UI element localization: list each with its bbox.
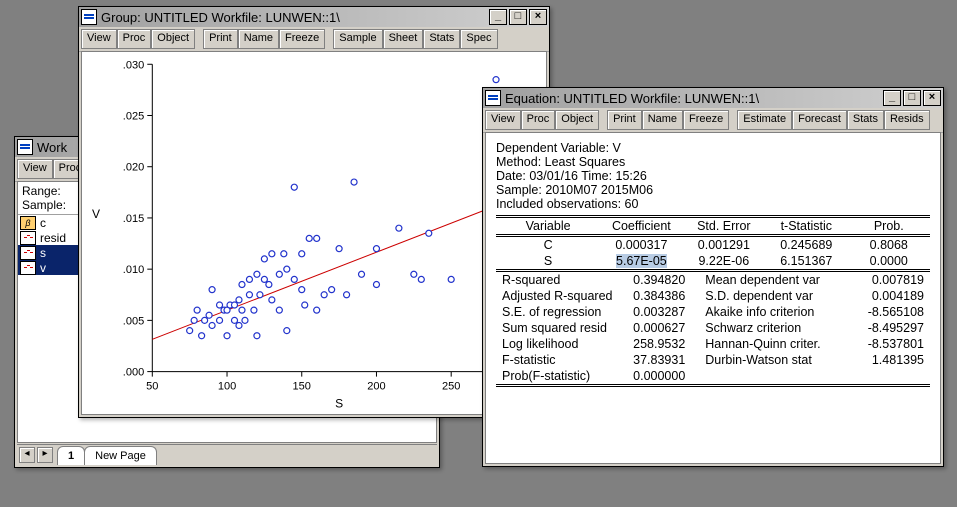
app-icon xyxy=(17,139,33,155)
svg-text:50: 50 xyxy=(146,381,158,393)
print-button[interactable]: Print xyxy=(203,29,238,49)
object-button[interactable]: Object xyxy=(555,110,599,130)
equation-output: Dependent Variable: VMethod: Least Squar… xyxy=(486,133,940,395)
proc-button[interactable]: Proc xyxy=(117,29,152,49)
equation-title: Equation: UNTITLED Workfile: LUNWEN::1\ xyxy=(505,91,883,106)
spec-button[interactable]: Spec xyxy=(460,29,497,49)
svg-text:.025: .025 xyxy=(123,111,144,123)
workfile-tabs: ◂ ▸ 1New Page xyxy=(17,444,437,465)
svg-text:.010: .010 xyxy=(123,264,144,276)
app-icon xyxy=(81,9,97,25)
equation-window: Equation: UNTITLED Workfile: LUNWEN::1\ … xyxy=(482,87,944,467)
group-scatter-window: Group: UNTITLED Workfile: LUNWEN::1\ _ □… xyxy=(78,6,550,418)
close-button[interactable]: × xyxy=(529,9,547,25)
freeze-button[interactable]: Freeze xyxy=(683,110,729,130)
tab-next-button[interactable]: ▸ xyxy=(37,447,53,463)
sheet-button[interactable]: Sheet xyxy=(383,29,424,49)
equation-titlebar[interactable]: Equation: UNTITLED Workfile: LUNWEN::1\ … xyxy=(483,88,943,108)
proc-button[interactable]: Proc xyxy=(521,110,556,130)
forecast-button[interactable]: Forecast xyxy=(792,110,847,130)
estimate-button[interactable]: Estimate xyxy=(737,110,792,130)
svg-text:.005: .005 xyxy=(123,315,144,327)
equation-toolbar: ViewProcObject PrintNameFreeze EstimateFor… xyxy=(483,108,943,133)
object-button[interactable]: Object xyxy=(151,29,195,49)
svg-text:V: V xyxy=(92,207,100,221)
resids-button[interactable]: Resids xyxy=(884,110,930,130)
svg-text:100: 100 xyxy=(218,381,236,393)
svg-text:250: 250 xyxy=(442,381,460,393)
view-button[interactable]: View xyxy=(17,159,53,179)
view-button[interactable]: View xyxy=(485,110,521,130)
series-icon xyxy=(20,231,36,245)
series-label: s xyxy=(40,246,46,260)
page-tab[interactable]: New Page xyxy=(84,446,157,465)
series-label: resid xyxy=(40,231,66,245)
name-button[interactable]: Name xyxy=(238,29,279,49)
scatter-toolbar: ViewProcObject PrintNameFreeze SampleSheet… xyxy=(79,27,549,52)
scatter-chart: .000 .005 .010 .015 .020 .025 .030 50 100 150 200 2… xyxy=(82,52,546,414)
svg-text:S: S xyxy=(335,397,343,411)
minimize-button[interactable]: _ xyxy=(883,90,901,106)
name-button[interactable]: Name xyxy=(642,110,683,130)
series-label: c xyxy=(40,216,46,230)
stats-button[interactable]: Stats xyxy=(847,110,884,130)
beta-icon: β xyxy=(20,216,36,230)
maximize-button[interactable]: □ xyxy=(903,90,921,106)
close-button[interactable]: × xyxy=(923,90,941,106)
freeze-button[interactable]: Freeze xyxy=(279,29,325,49)
series-label: v xyxy=(40,261,46,275)
svg-text:150: 150 xyxy=(293,381,311,393)
svg-text:200: 200 xyxy=(367,381,385,393)
svg-text:.015: .015 xyxy=(123,213,144,225)
minimize-button[interactable]: _ xyxy=(489,9,507,25)
scatter-title: Group: UNTITLED Workfile: LUNWEN::1\ xyxy=(101,10,489,25)
maximize-button[interactable]: □ xyxy=(509,9,527,25)
tab-prev-button[interactable]: ◂ xyxy=(19,447,35,463)
sample-button[interactable]: Sample xyxy=(333,29,382,49)
svg-text:.030: .030 xyxy=(123,59,144,71)
svg-text:.000: .000 xyxy=(123,367,144,379)
series-icon xyxy=(20,246,36,260)
scatter-titlebar[interactable]: Group: UNTITLED Workfile: LUNWEN::1\ _ □… xyxy=(79,7,549,27)
series-icon xyxy=(20,261,36,275)
app-icon xyxy=(485,90,501,106)
stats-button[interactable]: Stats xyxy=(423,29,460,49)
view-button[interactable]: View xyxy=(81,29,117,49)
svg-text:.020: .020 xyxy=(123,162,144,174)
print-button[interactable]: Print xyxy=(607,110,642,130)
page-tab[interactable]: 1 xyxy=(57,446,85,465)
